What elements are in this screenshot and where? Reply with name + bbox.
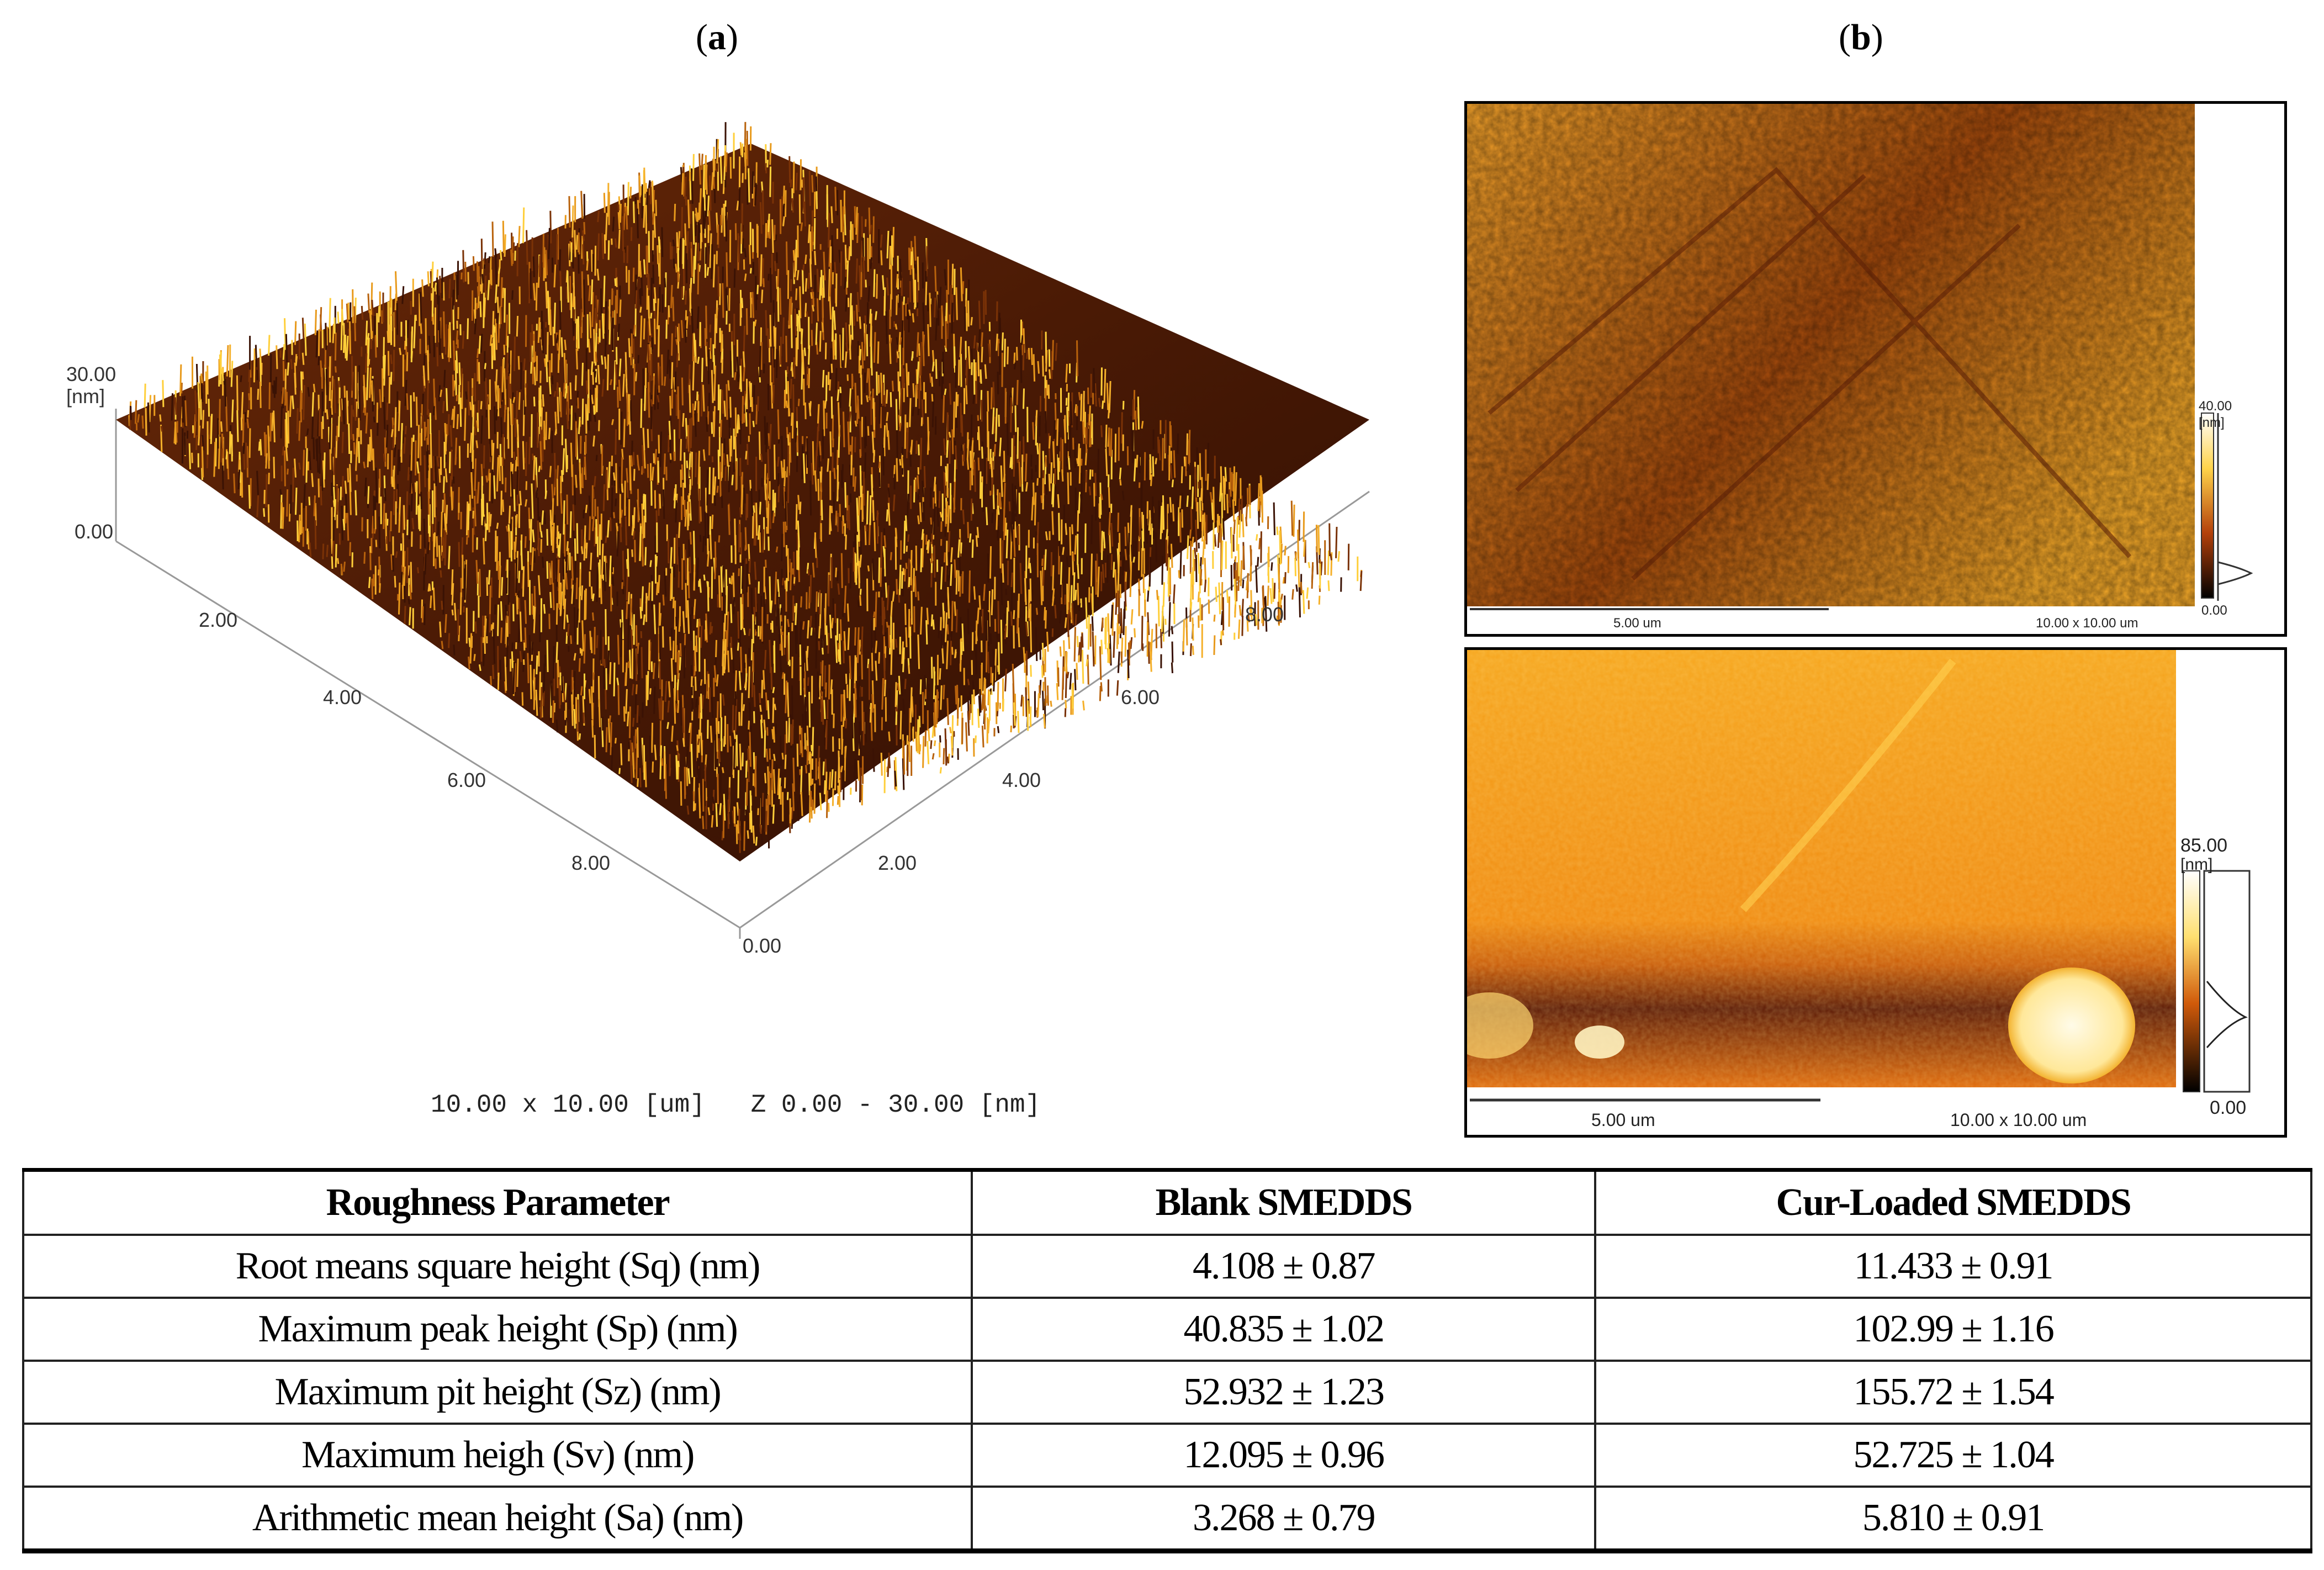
afm-top-scale-min: 0.00 xyxy=(2201,603,2227,618)
header-parameter: Roughness Parameter xyxy=(22,1168,973,1236)
afm-top-histogram xyxy=(2217,413,2253,601)
origin-label: 0.00 xyxy=(743,934,781,957)
z-max-label: 30.00 xyxy=(66,363,116,385)
table-cell: Maximum pit height (Sz) (nm) xyxy=(22,1360,973,1425)
table-cell: 155.72 ± 1.54 xyxy=(1594,1360,2312,1425)
afm-top-size-label: 10.00 x 10.00 um xyxy=(2036,616,2138,631)
table-cell: Arithmetic mean height (Sa) (nm) xyxy=(22,1486,973,1553)
plot-frame xyxy=(115,409,1370,939)
table-cell: Maximum heigh (Sv) (nm) xyxy=(22,1423,973,1488)
table-header-row: Roughness Parameter Blank SMEDDS Cur-Loa… xyxy=(22,1168,2312,1236)
right-axis-tick: 4.00 xyxy=(1002,769,1041,791)
table-cell: 11.433 ± 0.91 xyxy=(1594,1234,2312,1299)
afm-bottom-size-label: 10.00 x 10.00 um xyxy=(1950,1110,2087,1130)
afm-top-scratches xyxy=(1487,167,2131,580)
table-row: Maximum pit height (Sz) (nm) 52.932 ± 1.… xyxy=(22,1360,2312,1425)
afm-bottom-particle xyxy=(2008,968,2135,1083)
left-axis-tick: 2.00 xyxy=(199,609,237,631)
afm-image-cur-loaded: 85.00 [nm] 0.00 5.00 um 10.00 x 10.00 um xyxy=(1464,647,2287,1138)
afm-3d-surface-plot: 30.00 [nm] 0.00 2.00 4.00 6.00 8.00 2.00… xyxy=(66,121,1370,957)
table-cell: 5.810 ± 0.91 xyxy=(1594,1486,2312,1553)
afm-bottom-histogram xyxy=(2206,981,2248,1048)
right-axis-tick: 6.00 xyxy=(1121,686,1160,709)
left-axis-tick: 8.00 xyxy=(571,852,610,874)
table-cell: Maximum peak height (Sp) (nm) xyxy=(22,1297,973,1362)
afm-top-unit: [nm] xyxy=(2199,415,2225,430)
table-row: Root means square height (Sq) (nm) 4.108… xyxy=(22,1234,2312,1299)
roughness-table: Roughness Parameter Blank SMEDDS Cur-Loa… xyxy=(22,1168,2312,1553)
z-min-label: 0.00 xyxy=(75,520,113,543)
plot3d-caption: 10.00 x 10.00 [um] Z 0.00 - 30.00 [nm] xyxy=(431,1091,1041,1119)
panel-label-a: (a) xyxy=(696,17,738,57)
afm-top-colorbar xyxy=(2201,413,2214,599)
table-cell: Root means square height (Sq) (nm) xyxy=(22,1234,973,1299)
left-axis-tick: 4.00 xyxy=(323,686,362,709)
afm-image-blank: 40.00 [nm] 0.00 5.00 um 10.00 x 10.00 um xyxy=(1464,101,2287,637)
afm-bottom-scale-max: 85.00 xyxy=(2180,835,2227,856)
panel-letter-b: b xyxy=(1850,17,1871,57)
panel-letter-a: a xyxy=(707,17,726,57)
table-cell: 52.932 ± 1.23 xyxy=(971,1360,1597,1425)
z-unit-label: [nm] xyxy=(66,385,105,408)
table-cell: 4.108 ± 0.87 xyxy=(971,1234,1597,1299)
table-cell: 3.268 ± 0.79 xyxy=(971,1486,1597,1553)
afm-top-texture xyxy=(1467,104,2195,606)
header-cur-loaded: Cur-Loaded SMEDDS xyxy=(1594,1168,2312,1236)
afm-top-scale-max: 40.00 xyxy=(2199,399,2232,414)
afm-bottom-colorbar xyxy=(2183,870,2200,1092)
right-axis-tick: 2.00 xyxy=(878,852,917,874)
table-cell: 102.99 ± 1.16 xyxy=(1594,1297,2312,1362)
afm-bottom-small-particle xyxy=(1575,1025,1624,1059)
surface-spikes xyxy=(128,121,1363,853)
afm-bottom-scalebar-label: 5.00 um xyxy=(1591,1110,1655,1130)
table-row: Arithmetic mean height (Sa) (nm) 3.268 ±… xyxy=(22,1486,2312,1553)
left-axis-tick: 6.00 xyxy=(447,769,486,791)
right-axis-tick: 8.00 xyxy=(1245,603,1284,626)
table-cell: 40.835 ± 1.02 xyxy=(971,1297,1597,1362)
afm-bottom-streak xyxy=(1740,658,1956,912)
afm-bottom-scale-min: 0.00 xyxy=(2210,1097,2246,1118)
header-blank: Blank SMEDDS xyxy=(971,1168,1597,1236)
table-cell: 12.095 ± 0.96 xyxy=(971,1423,1597,1488)
afm-top-scalebar-label: 5.00 um xyxy=(1613,616,1661,631)
table-cell: 52.725 ± 1.04 xyxy=(1594,1423,2312,1488)
table-row: Maximum peak height (Sp) (nm) 40.835 ± 1… xyxy=(22,1297,2312,1362)
afm-bottom-histogram-box xyxy=(2203,870,2251,1093)
table-row: Maximum heigh (Sv) (nm) 12.095 ± 0.96 52… xyxy=(22,1423,2312,1488)
afm-bottom-unit: [nm] xyxy=(2180,855,2212,874)
panel-label-b: (b) xyxy=(1839,17,1883,57)
